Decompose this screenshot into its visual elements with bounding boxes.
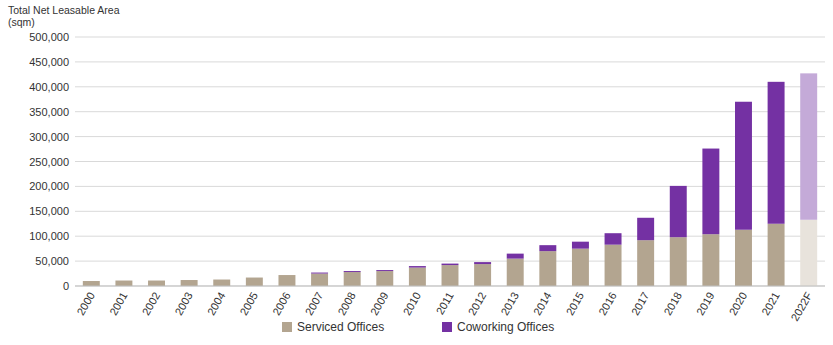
- x-tick-label: 2016: [596, 290, 619, 317]
- y-tick-label: 250,000: [29, 156, 69, 168]
- bar: [572, 249, 589, 286]
- bar: [768, 82, 785, 224]
- grid-line: [75, 136, 825, 137]
- bar: [344, 272, 361, 286]
- bar: [311, 272, 328, 274]
- bar: [442, 265, 459, 286]
- bar: [605, 245, 622, 286]
- bar: [148, 280, 165, 281]
- bar: [800, 220, 817, 286]
- bar: [344, 271, 361, 273]
- bar: [670, 186, 687, 237]
- x-tick-label: 2007: [303, 290, 326, 317]
- bar: [246, 278, 263, 286]
- y-tick-label: 100,000: [29, 230, 69, 242]
- x-tick-label: 2019: [694, 290, 717, 317]
- grid-line: [75, 37, 825, 38]
- x-tick-label: 2009: [368, 290, 391, 317]
- legend-swatch: [282, 322, 292, 332]
- chart: Total Net Leasable Area(sqm) 0 50,000 100,0…: [0, 0, 833, 345]
- bar: [474, 264, 491, 286]
- x-axis: 2000 2001 2002 2003 2004 2005 2006 2007 2008 2009…: [74, 290, 814, 323]
- x-tick-label: 2010: [400, 290, 423, 317]
- x-tick-label: 2020: [727, 290, 750, 317]
- grid-line: [75, 111, 825, 112]
- x-tick-label: 2018: [661, 290, 684, 317]
- y-axis-label: Total Net Leasable Area(sqm): [8, 4, 120, 28]
- bar: [115, 281, 132, 286]
- x-tick-label: 2014: [531, 290, 554, 317]
- bar: [83, 281, 100, 286]
- x-tick-label: 2011: [434, 290, 456, 316]
- bar: [409, 268, 426, 286]
- bar: [605, 233, 622, 244]
- x-tick-label: 2006: [270, 290, 293, 317]
- bar: [507, 254, 524, 259]
- bars: [83, 73, 817, 286]
- x-tick-label: 2008: [335, 290, 358, 317]
- x-tick-label: 2001: [107, 290, 130, 317]
- legend-label: Serviced Offices: [297, 320, 384, 334]
- x-tick-label: 2002: [140, 290, 163, 317]
- bar: [768, 224, 785, 286]
- y-tick-label: 350,000: [29, 106, 69, 118]
- bar: [311, 274, 328, 286]
- x-tick-label: 2004: [205, 290, 228, 317]
- bar: [800, 73, 817, 219]
- legend-swatch: [442, 322, 452, 332]
- bar: [735, 102, 752, 230]
- bar: [181, 280, 198, 286]
- bar: [376, 270, 393, 272]
- y-tick-label: 50,000: [35, 255, 69, 267]
- bar: [213, 280, 230, 286]
- grid-line: [75, 61, 825, 62]
- bar: [702, 234, 719, 286]
- bar: [702, 149, 719, 235]
- bar: [637, 218, 654, 240]
- x-tick-label: 2005: [237, 290, 260, 317]
- bar: [735, 230, 752, 286]
- x-tick-label: 2012: [466, 290, 489, 317]
- x-axis-line: [75, 286, 825, 287]
- bar: [507, 259, 524, 286]
- bar: [637, 240, 654, 286]
- bar: [278, 275, 295, 286]
- x-tick-label: 2013: [498, 290, 521, 317]
- bar: [246, 277, 263, 278]
- bar: [148, 281, 165, 286]
- y-tick-label: 400,000: [29, 81, 69, 93]
- x-tick-label: 2022F: [788, 290, 814, 323]
- y-tick-label: 450,000: [29, 56, 69, 68]
- bar: [539, 251, 556, 286]
- grid-line: [75, 86, 825, 87]
- y-tick-label: 300,000: [29, 131, 69, 143]
- x-tick-label: 2021: [759, 290, 782, 317]
- legend-label: Coworking Offices: [457, 320, 554, 334]
- bar: [474, 262, 491, 264]
- bar: [213, 279, 230, 280]
- x-tick-label: 2017: [629, 290, 652, 317]
- y-tick-label: 0: [63, 280, 69, 292]
- x-tick-label: 2003: [172, 290, 195, 317]
- y-axis: 0 50,000 100,000 150,000 200,000 250,000 300,0…: [29, 31, 825, 292]
- bar: [376, 271, 393, 286]
- bar: [409, 266, 426, 267]
- bar: [278, 275, 295, 276]
- bar: [670, 237, 687, 286]
- bar: [442, 264, 459, 265]
- bar: [115, 280, 132, 281]
- y-tick-label: 150,000: [29, 205, 69, 217]
- bar: [572, 242, 589, 249]
- legend: Serviced Offices Coworking Offices: [282, 320, 554, 334]
- bar: [83, 281, 100, 282]
- y-tick-label: 500,000: [29, 31, 69, 43]
- x-tick-label: 2015: [564, 290, 587, 317]
- y-tick-label: 200,000: [29, 180, 69, 192]
- bar: [181, 280, 198, 281]
- bar: [539, 245, 556, 251]
- x-tick-label: 2000: [74, 290, 97, 317]
- grid-line: [75, 286, 825, 287]
